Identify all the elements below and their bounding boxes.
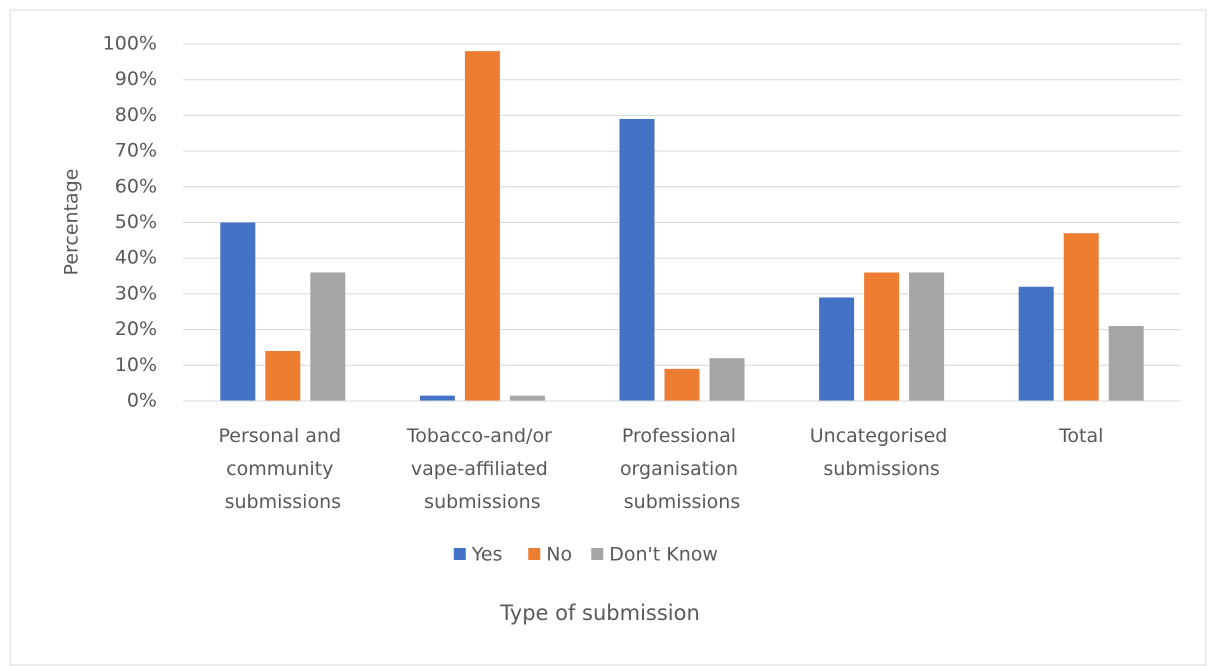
y-tick-label: 80%: [115, 104, 157, 126]
y-tick-label: 10%: [115, 354, 157, 376]
bar: [709, 358, 745, 401]
bar: [1063, 233, 1099, 401]
x-tick-label: Personal and community submissions: [219, 425, 348, 513]
bar: [619, 118, 655, 401]
legend-swatch: [591, 548, 604, 560]
bar: [864, 272, 900, 401]
y-tick-label: 0%: [127, 390, 157, 412]
x-tick-label: Uncategorised submissions: [810, 425, 954, 480]
y-tick-label: 40%: [115, 247, 157, 269]
bar: [1108, 326, 1144, 401]
bar: [909, 272, 945, 401]
x-tick-label: Professional organisation submissions: [620, 425, 744, 513]
y-tick-label: 100%: [103, 33, 157, 55]
legend-swatch: [453, 548, 466, 560]
bar: [509, 395, 545, 401]
bar: [265, 351, 301, 401]
y-tick-label: 60%: [115, 175, 157, 197]
y-tick-label: 20%: [115, 318, 157, 340]
x-tick-label: Tobacco-and/or vape-affiliated submissio…: [406, 425, 558, 513]
bar: [1018, 286, 1054, 401]
y-axis-title: Percentage: [61, 169, 83, 276]
y-tick-label: 50%: [115, 211, 157, 233]
legend-swatch: [528, 548, 541, 560]
y-tick-label: 30%: [115, 282, 157, 304]
legend-label: Yes: [471, 544, 503, 566]
bar: [220, 222, 256, 401]
chart-frame: [9, 9, 1207, 666]
bar: [419, 395, 455, 401]
bar: [664, 368, 700, 401]
x-axis-title: Type of submission: [499, 601, 700, 625]
legend-label: Don't Know: [609, 544, 718, 566]
y-tick-label: 90%: [115, 68, 157, 90]
x-tick-label: Total: [1058, 425, 1103, 447]
bar: [464, 51, 500, 401]
legend-label: No: [546, 544, 572, 566]
bar: [819, 297, 855, 401]
y-tick-label: 70%: [115, 140, 157, 162]
bar: [310, 272, 346, 401]
